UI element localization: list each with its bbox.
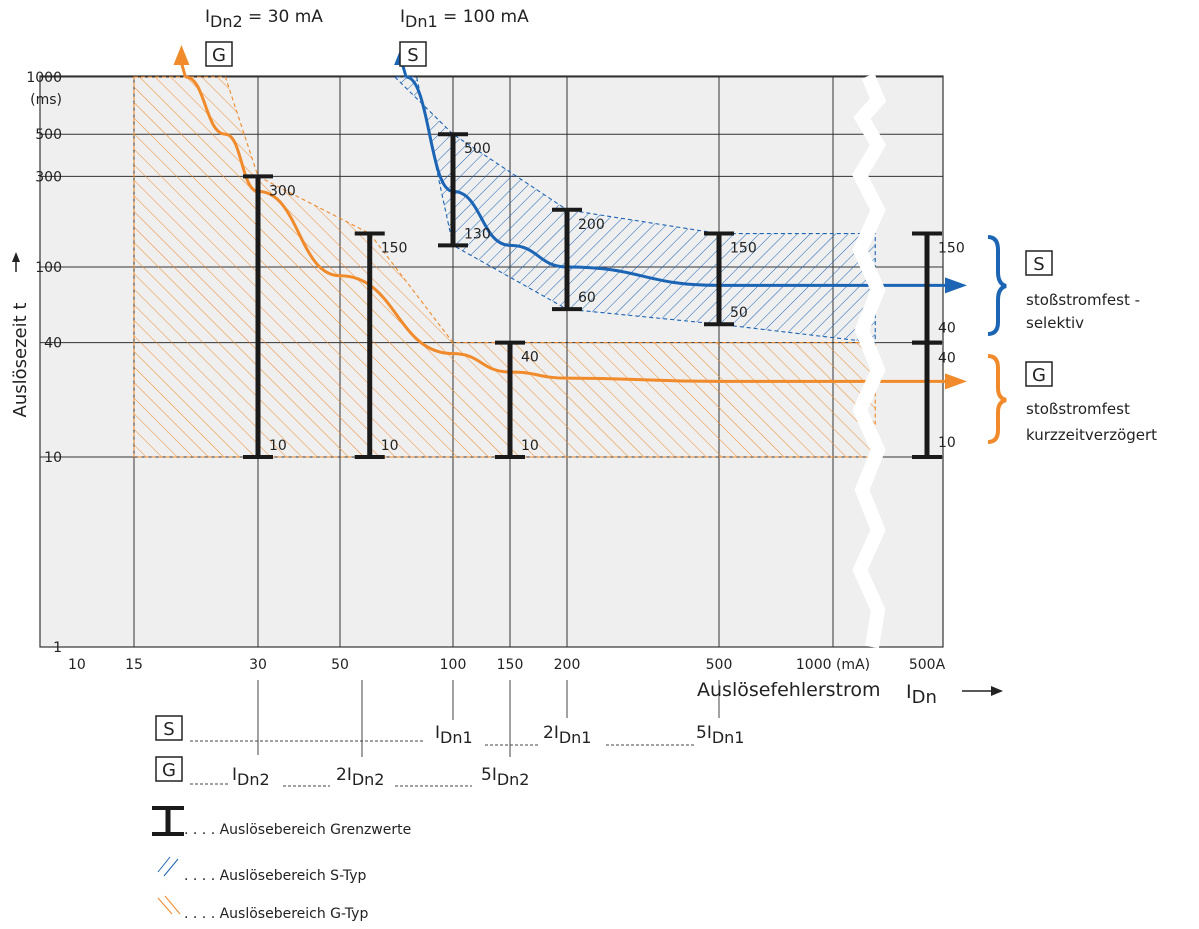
series-g-box: G [212, 45, 226, 66]
y-tick-label: 500 [35, 127, 62, 143]
legend-g-hatch-icon [157, 897, 173, 915]
series-s-title: IDn1 = 100 mA [400, 7, 529, 31]
multiples-s-label: 2IDn1 [543, 723, 591, 747]
multiples-s-box: S [163, 719, 174, 740]
x-axis-label: Auslösefehlerstrom [697, 679, 881, 701]
y-tick-label: 300 [35, 169, 62, 185]
legend-s-box: S [1033, 254, 1044, 275]
multiples-g-box: G [162, 760, 176, 781]
legend-s-line2: selektiv [1026, 314, 1084, 332]
multiples-s-box-frame [155, 715, 183, 741]
y-tick-label: 40 [44, 336, 62, 352]
multiples-g-box-frame [155, 756, 183, 782]
x-axis-arrow-head [991, 686, 1003, 696]
y-unit-label: (ms) [30, 92, 62, 108]
x-tick-label: 200 [554, 657, 581, 673]
curve-g-type [185, 75, 927, 383]
multiples-s-label: 5IDn1 [696, 723, 744, 747]
marker-max-label: 300 [269, 183, 296, 199]
series-s-box-frame [399, 41, 427, 67]
x-tick-label: 100 [440, 657, 467, 673]
marker-max-label: 500 [464, 141, 491, 157]
marker-max-label: 150 [938, 241, 965, 257]
legend-s-text: . . . . Auslösebereich S-Typ [184, 868, 366, 884]
x-tick-label: 500 [706, 657, 733, 673]
multiples-g-label: 2IDn2 [336, 765, 384, 789]
x-tick-label: 1000 (mA) [796, 657, 870, 673]
series-g-title: IDn2 = 30 mA [205, 7, 323, 31]
legend-s-line1: stoßstromfest - [1026, 291, 1140, 309]
y-tick-label: 100 [35, 260, 62, 276]
marker-max-label: 40 [938, 351, 956, 367]
legend-s-hatch-icon [157, 856, 171, 873]
y-tick-label: 1 [53, 640, 62, 656]
marker-max-label: 150 [381, 241, 408, 257]
plot-area [12, 41, 1053, 915]
chart-text: 3001015010401050013020060150501504040101… [10, 7, 1157, 922]
legend-g-hatch-icon [164, 895, 181, 915]
x-tick-label: 150 [497, 657, 524, 673]
marker-min-label: 10 [269, 438, 287, 454]
marker-min-label: 10 [938, 435, 956, 451]
x-tick-label: 50 [331, 657, 349, 673]
curve-s-arrow-right [945, 277, 967, 294]
y-tick-label: 1000 [26, 70, 62, 86]
y-tick-label: 10 [44, 450, 62, 466]
multiples-g-label: IDn2 [232, 765, 270, 789]
multiples-g-label: 5IDn2 [481, 765, 529, 789]
curve-g-arrow-stem [180, 62, 187, 78]
brace-g [987, 354, 1007, 444]
legend-g-box: G [1032, 365, 1046, 386]
marker-min-label: 130 [464, 226, 491, 242]
legend-s-hatch-icon [163, 858, 179, 877]
curve-s-type [405, 75, 927, 287]
legend-s-box-frame [1025, 250, 1053, 276]
marker-min-label: 50 [730, 305, 748, 321]
marker-min-label: 40 [938, 321, 956, 337]
marker-max-label: 200 [578, 217, 605, 233]
brace-s [987, 235, 1007, 336]
marker-min-label: 10 [381, 438, 399, 454]
multiples-s-label: IDn1 [435, 723, 473, 747]
legend-g-text: . . . . Auslösebereich G-Typ [184, 906, 368, 922]
legend-marker-text: . . . . Auslösebereich Grenzwerte [184, 822, 411, 838]
y-axis-arrow-head [12, 252, 20, 262]
marker-min-label: 10 [521, 438, 539, 454]
series-g-box-frame [205, 41, 233, 67]
x-tick-label: 500A [909, 657, 946, 673]
x-tick-label: 15 [125, 657, 143, 673]
x-tick-label: 10 [68, 657, 86, 673]
x-axis-symbol: IDn [906, 681, 937, 708]
marker-max-label: 150 [730, 241, 757, 257]
series-s-box: S [407, 45, 418, 66]
plot-frame [39, 75, 944, 648]
legend-g-line2: kurzzeitverzögert [1026, 426, 1157, 444]
band-g-type [133, 76, 876, 458]
band-s-type [393, 76, 876, 344]
curve-g-arrow-up [173, 45, 190, 65]
marker-max-label: 40 [521, 350, 539, 366]
legend-g-line1: stoßstromfest [1026, 400, 1130, 418]
marker-min-label: 60 [578, 290, 596, 306]
curve-g-arrow-right [945, 373, 967, 390]
y-axis-label: Auslösezeit t [10, 303, 31, 418]
x-tick-label: 30 [249, 657, 267, 673]
legend-g-box-frame [1025, 361, 1053, 387]
axis-break [851, 73, 887, 649]
